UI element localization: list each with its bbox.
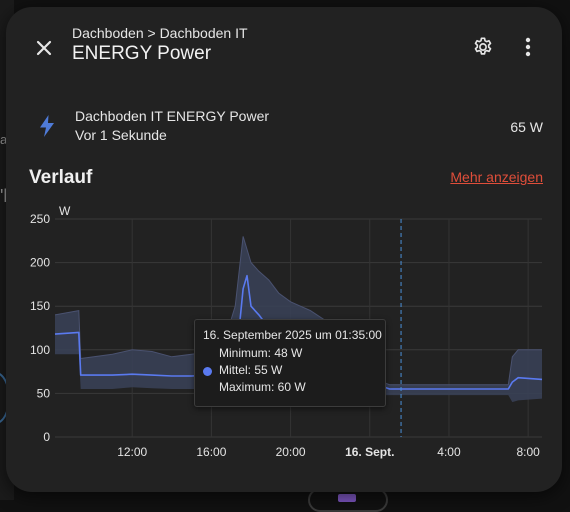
- x-tick-label: 8:00: [516, 445, 540, 459]
- lightning-bolt-icon: [36, 112, 58, 140]
- x-tick-label: 4:00: [437, 445, 461, 459]
- background-text-fragment: a: [0, 132, 8, 147]
- history-heading: Verlauf: [29, 167, 93, 188]
- entity-state: 65 W: [510, 119, 543, 135]
- close-button[interactable]: [30, 34, 58, 62]
- x-tick-label: 16. Sept.: [345, 445, 394, 459]
- gear-icon: [474, 37, 492, 55]
- background-text-fragment: 'l: [0, 186, 8, 206]
- y-tick-label: 50: [37, 386, 51, 400]
- overflow-menu-button[interactable]: [514, 33, 542, 61]
- more-vertical-icon: [525, 37, 531, 57]
- entity-last-changed[interactable]: Vor 1 Sekunde: [75, 127, 167, 143]
- y-axis-unit: W: [59, 204, 71, 218]
- x-tick-label: 12:00: [117, 445, 147, 459]
- tooltip-series-marker: [203, 367, 212, 376]
- breadcrumb[interactable]: Dachboden > Dachboden IT: [72, 25, 248, 41]
- background-chip-icon: [338, 494, 356, 502]
- more-info-dialog: Dachboden > Dachboden IT ENERGY Power Da…: [6, 7, 562, 492]
- tooltip-minimum: Minimum: 48 W: [219, 346, 303, 360]
- show-more-link[interactable]: Mehr anzeigen: [450, 169, 543, 185]
- y-tick-label: 0: [43, 430, 50, 444]
- y-tick-label: 200: [30, 256, 50, 270]
- close-icon: [36, 40, 52, 56]
- history-chart[interactable]: 0 50 100 150 200 250 12:00 16:00 20:00 16. Sept. 4…: [6, 7, 562, 492]
- x-tick-label: 20:00: [276, 445, 306, 459]
- y-tick-label: 250: [30, 212, 50, 226]
- settings-button[interactable]: [469, 33, 497, 61]
- dialog-title: ENERGY Power: [72, 43, 212, 64]
- y-tick-label: 150: [30, 299, 50, 313]
- x-tick-label: 16:00: [196, 445, 226, 459]
- tooltip-date: 16. September 2025 um 01:35:00: [203, 328, 382, 342]
- series-max-line: [54, 236, 542, 386]
- tooltip-mean: Mittel: 55 W: [219, 363, 283, 377]
- entity-name: Dachboden IT ENERGY Power: [75, 108, 270, 124]
- y-tick-label: 100: [30, 343, 50, 357]
- tooltip-maximum: Maximum: 60 W: [219, 380, 306, 394]
- chart-tooltip: 16. September 2025 um 01:35:00 Minimum: …: [194, 319, 386, 407]
